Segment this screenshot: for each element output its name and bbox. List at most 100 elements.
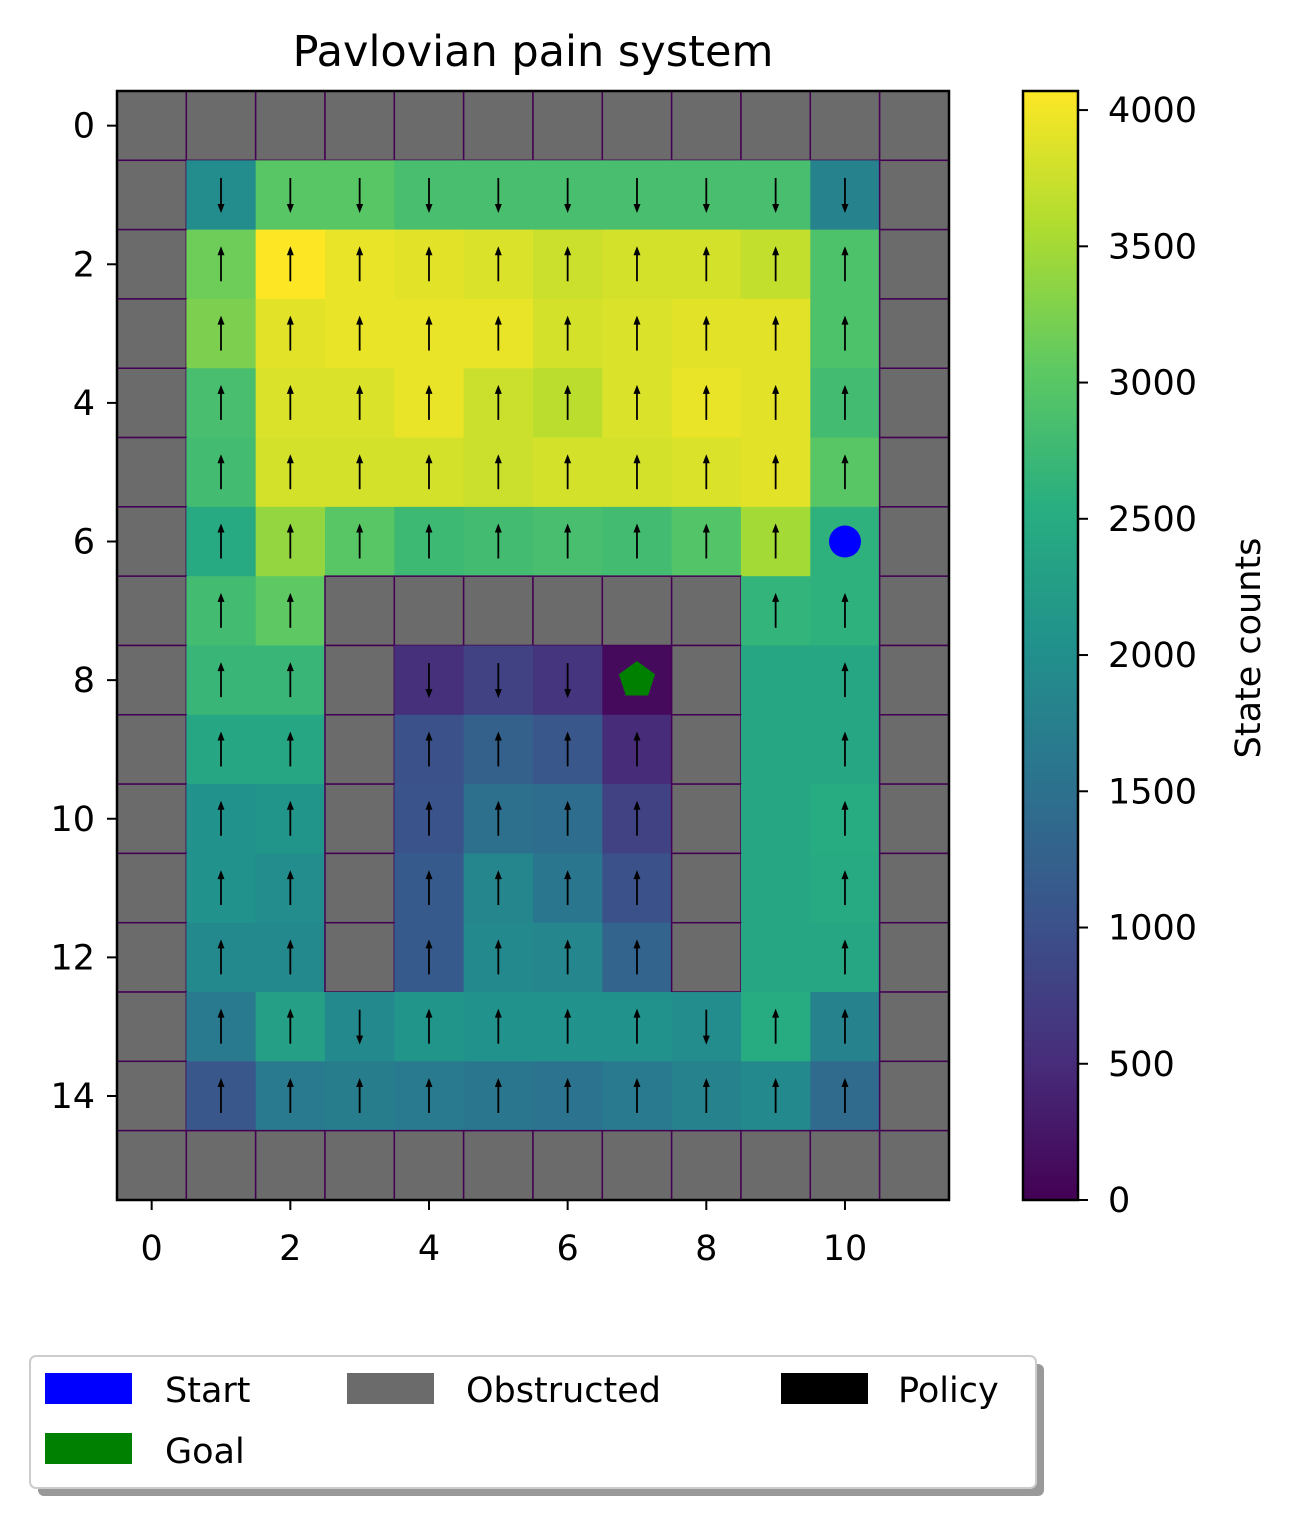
arrow-head bbox=[633, 384, 641, 394]
obstructed-cell bbox=[878, 436, 950, 508]
arrow-head bbox=[494, 1008, 502, 1018]
arrow-head bbox=[425, 731, 433, 741]
policy-arrow-up bbox=[494, 800, 502, 836]
policy-arrow-up bbox=[217, 731, 225, 767]
colorbar-tick-label: 4000 bbox=[1108, 91, 1197, 131]
policy-arrow-up bbox=[425, 1077, 433, 1113]
arrow-head bbox=[425, 454, 433, 464]
colorbar-tick-label: 2000 bbox=[1108, 636, 1197, 676]
policy-arrow-up bbox=[702, 523, 710, 559]
arrow-head bbox=[564, 939, 572, 949]
obstructed-cell bbox=[393, 575, 465, 647]
y-tick-label: 12 bbox=[50, 938, 95, 978]
obstructed-cell bbox=[116, 783, 188, 855]
obstructed-cell bbox=[601, 1129, 673, 1201]
arrow-head bbox=[217, 731, 225, 741]
policy-arrow-up bbox=[564, 523, 572, 559]
arrow-head bbox=[772, 1008, 780, 1018]
arrow-head bbox=[494, 939, 502, 949]
chart-title: Pavlovian pain system bbox=[293, 27, 774, 77]
obstructed-cell bbox=[324, 90, 396, 162]
policy-arrow-down bbox=[772, 177, 780, 213]
obstructed-cell bbox=[878, 298, 950, 369]
obstructed-cell bbox=[324, 714, 396, 785]
policy-arrow-up bbox=[494, 523, 502, 559]
arrow-head bbox=[772, 1077, 780, 1087]
policy-arrow-up bbox=[494, 1008, 502, 1044]
obstructed-cell bbox=[324, 921, 396, 993]
arrow-head bbox=[633, 939, 641, 949]
arrow-head bbox=[841, 592, 849, 602]
arrow-head bbox=[425, 939, 433, 949]
obstructed-cell bbox=[462, 90, 534, 162]
obstructed-cell bbox=[670, 644, 742, 716]
obstructed-cell bbox=[324, 644, 396, 716]
obstructed-cell bbox=[324, 783, 396, 855]
arrow-head bbox=[286, 870, 294, 880]
policy-arrow-up bbox=[425, 454, 433, 490]
policy-arrow-up bbox=[841, 731, 849, 767]
arrow-head bbox=[633, 523, 641, 533]
obstructed-cell bbox=[116, 506, 188, 577]
heatmap-cell bbox=[740, 714, 811, 785]
obstructed-cell bbox=[878, 506, 950, 577]
obstructed-cell bbox=[670, 714, 742, 785]
policy-arrow-up bbox=[772, 454, 780, 490]
arrow-head bbox=[217, 870, 225, 880]
arrow-head bbox=[633, 315, 641, 325]
policy-arrow-up bbox=[772, 592, 780, 628]
policy-arrow-up bbox=[841, 800, 849, 836]
arrow-head bbox=[841, 731, 849, 741]
legend: Start Obstructed Policy Goal bbox=[29, 1355, 1044, 1496]
obstructed-cell bbox=[116, 90, 188, 162]
arrow-head bbox=[841, 1008, 849, 1018]
policy-arrow-up bbox=[425, 870, 433, 906]
policy-arrow-up bbox=[217, 1077, 225, 1113]
policy-arrow-up bbox=[633, 454, 641, 490]
policy-arrow-up bbox=[494, 731, 502, 767]
obstructed-cell bbox=[116, 1060, 188, 1132]
policy-arrow-up bbox=[356, 523, 364, 559]
policy-arrow-up bbox=[286, 731, 294, 767]
obstructed-cell bbox=[878, 90, 950, 162]
obstructed-cell bbox=[116, 228, 188, 300]
obstructed-cell bbox=[532, 90, 604, 162]
arrow-head bbox=[841, 246, 849, 256]
policy-arrow-up bbox=[633, 731, 641, 767]
policy-arrow-up bbox=[564, 731, 572, 767]
policy-arrow-up bbox=[564, 800, 572, 836]
obstructed-cell bbox=[670, 921, 742, 993]
obstructed-cell bbox=[116, 159, 188, 231]
policy-arrow-down bbox=[425, 177, 433, 213]
arrow-head bbox=[217, 315, 225, 325]
policy-arrow-up bbox=[286, 1077, 294, 1113]
policy-arrow-up bbox=[425, 384, 433, 420]
legend-swatch-obstructed bbox=[347, 1373, 434, 1404]
arrow-head bbox=[217, 592, 225, 602]
arrow-head bbox=[702, 454, 710, 464]
policy-arrows bbox=[217, 177, 849, 1113]
arrow-head bbox=[494, 523, 502, 533]
arrow-head bbox=[356, 1077, 364, 1087]
colorbar-tick-label: 1500 bbox=[1108, 772, 1197, 812]
y-tick-label: 10 bbox=[50, 800, 95, 840]
y-tick-label: 0 bbox=[73, 107, 95, 147]
arrow-head bbox=[772, 454, 780, 464]
obstructed-cell bbox=[532, 575, 604, 647]
obstructed-cell bbox=[324, 575, 396, 647]
arrow-head bbox=[841, 939, 849, 949]
arrow-head bbox=[841, 315, 849, 325]
policy-arrow-down bbox=[633, 177, 641, 213]
obstructed-cell bbox=[185, 90, 257, 162]
arrow-head bbox=[286, 384, 294, 394]
x-tick-label: 8 bbox=[695, 1229, 717, 1269]
policy-arrow-up bbox=[217, 454, 225, 490]
markers bbox=[618, 525, 861, 696]
policy-arrow-up bbox=[841, 1077, 849, 1113]
obstructed-cell bbox=[878, 228, 950, 300]
policy-arrow-up bbox=[633, 246, 641, 282]
obstructed-cell bbox=[878, 921, 950, 993]
arrow-head bbox=[356, 315, 364, 325]
arrow-head bbox=[633, 800, 641, 810]
